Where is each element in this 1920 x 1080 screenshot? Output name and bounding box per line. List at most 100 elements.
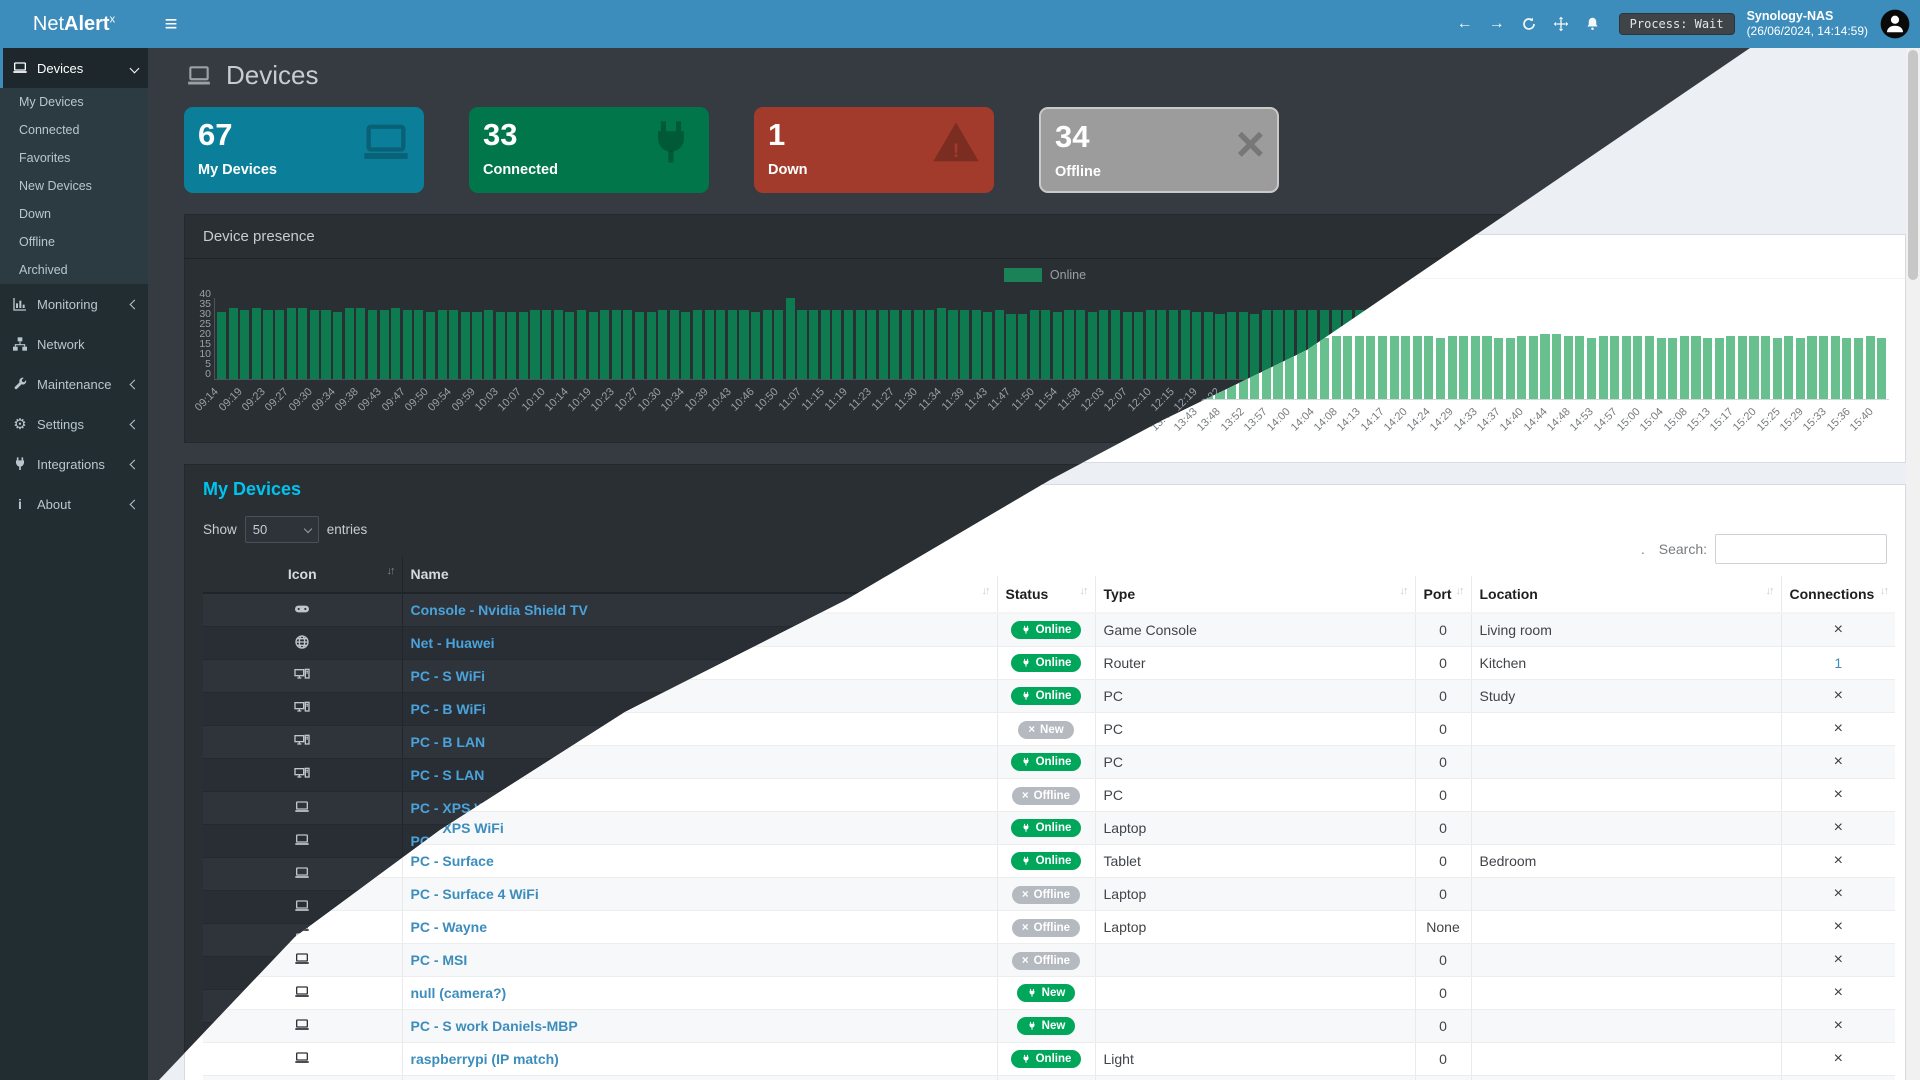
presence-bar [1296,310,1306,379]
warning-icon: ! [930,117,982,169]
presence-bar [1482,336,1492,399]
presence-bar [1099,310,1109,379]
laptop-icon [12,60,28,76]
column-header-port[interactable]: Port↓↑ [1415,576,1472,614]
presence-bar [1470,336,1480,399]
plug-icon [1027,1021,1037,1031]
column-header-status[interactable]: Status↓↑ [997,576,1096,614]
presence-bar [391,308,401,379]
search-input[interactable] [1715,534,1887,564]
refresh-icon[interactable] [1513,0,1545,48]
presence-bar [1830,336,1840,399]
presence-bar [565,312,575,379]
presence-bar [1215,314,1225,379]
device-name-link[interactable]: PC - Wayne [410,919,488,935]
device-name-link[interactable]: Net - Huawei [410,635,495,651]
presence-bar [542,310,552,379]
sort-icon[interactable]: ↓↑ [1399,585,1409,597]
device-name-link[interactable]: PC - B WiFi [410,701,486,717]
presence-bar [1331,336,1341,399]
sidebar-item-settings[interactable]: ⚙ Settings [0,404,148,444]
sidebar-item-monitoring[interactable]: Monitoring [0,284,148,324]
column-header-icon[interactable]: Icon↓↑ [203,556,403,594]
sidebar-item-label: Devices [37,60,84,76]
sidebar-subitem-new-devices[interactable]: New Devices [19,179,92,193]
entries-label: entries [326,521,368,537]
device-port: 0 [1415,712,1472,746]
laptop-icon [294,1017,310,1033]
sidebar-subitem-offline[interactable]: Offline [19,235,55,249]
sidebar-subitem-archived[interactable]: Archived [19,263,68,277]
sidebar-item-devices[interactable]: Devices [0,48,148,88]
connections-link[interactable]: 1 [1834,655,1843,671]
presence-bar [855,310,865,379]
move-icon[interactable] [1545,0,1577,48]
device-port: 0 [1415,646,1472,680]
sidebar-toggle-button[interactable]: ≡ [148,0,194,48]
sidebar-subitem-favorites[interactable]: Favorites [19,151,71,165]
column-header-location[interactable]: Location↓↑ [1471,576,1782,614]
presence-bar [1134,312,1144,379]
device-name-link[interactable]: PC - S WiFi [410,668,486,684]
device-location [1471,778,1782,812]
sidebar-item-about[interactable]: i About [0,484,148,524]
card-my-devices[interactable]: 67 My Devices [184,107,424,193]
presence-bar [1145,310,1155,379]
presence-bar [1528,336,1538,399]
column-header-connections[interactable]: Connections↓↑ [1781,576,1895,614]
bell-icon[interactable] [1577,0,1609,48]
device-name-link[interactable]: PC - B LAN [410,734,486,750]
sort-icon[interactable]: ↓↑ [1455,585,1465,597]
page-title: Devices [184,60,1906,91]
sidebar-subitem-my-devices[interactable]: My Devices [19,95,84,109]
device-name-link[interactable]: PC - Surface [410,853,494,869]
card-connected[interactable]: 33 Connected [469,107,709,193]
device-name-link[interactable]: Console - Nvidia Shield TV [410,602,588,618]
device-type: Tablet [1095,844,1416,878]
device-port: 0 [1415,745,1472,779]
sort-icon[interactable]: ↓↑ [1079,585,1089,597]
device-name-link[interactable]: PC - S work Daniels-MBP [410,1018,578,1034]
device-name-link[interactable]: null (camera?) [410,985,507,1001]
device-name-link[interactable]: PC - MSI [410,952,468,968]
presence-bar [1772,338,1782,399]
laptop-icon [294,951,310,967]
scrollbar-thumb[interactable] [1908,50,1918,280]
sidebar-item-network[interactable]: Network [0,324,148,364]
device-name-link[interactable]: PC - Surface 4 WiFi [410,886,539,902]
presence-bar [1203,312,1213,379]
sidebar-item-maintenance[interactable]: Maintenance [0,364,148,404]
presence-bar [1435,338,1446,399]
entries-select[interactable]: 50 [244,515,319,543]
presence-bar [1041,310,1051,379]
device-name-link[interactable]: raspberrypi (IP match) [410,1051,559,1067]
card-down[interactable]: 1 Down ! [754,107,994,193]
table-row: PC - Wayne ×Offline Laptop None × [203,910,1895,944]
scrollbar[interactable] [1906,48,1920,1080]
legend-online-label: Online [1049,268,1087,282]
forward-icon[interactable]: → [1488,15,1505,32]
back-icon[interactable]: ← [1456,15,1473,32]
sidebar-item-integrations[interactable]: Integrations [0,444,148,484]
sort-icon[interactable]: ↓↑ [1765,585,1775,597]
sort-icon[interactable]: ↓↑ [1880,585,1889,597]
column-header-type[interactable]: Type↓↑ [1095,576,1416,614]
sidebar-subitem-down[interactable]: Down [19,207,51,221]
presence-bar [1842,338,1852,399]
sitemap-icon [12,336,28,352]
sidebar-subitem-connected[interactable]: Connected [19,123,80,137]
presence-bar [1366,336,1376,399]
device-name-link[interactable]: PC - S LAN [410,767,485,783]
sort-icon[interactable]: ↓↑ [981,585,991,597]
avatar[interactable] [1880,9,1910,39]
process-status-badge[interactable]: Process: Wait [1618,13,1735,35]
card-offline[interactable]: 34 Offline × [1039,107,1279,193]
sort-icon[interactable]: ↓↑ [386,565,396,577]
brand-logo[interactable]: NetAlertx [0,0,148,48]
presence-bar [948,310,958,379]
presence-bar [518,312,528,379]
card-label: My Devices [198,161,277,178]
chart-legend[interactable]: Online [185,259,1905,288]
host-timestamp: (26/06/2024, 14:14:59) [1746,24,1868,39]
